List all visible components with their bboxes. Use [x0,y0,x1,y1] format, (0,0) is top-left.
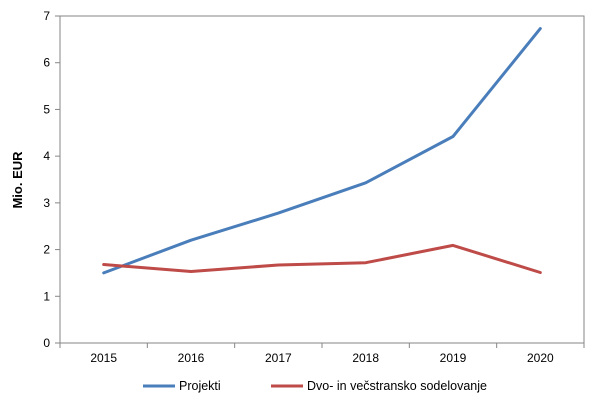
legend: Projekti Dvo- in večstransko sodelovanje [143,379,487,393]
y-tick-label: 0 [43,336,50,350]
y-axis-title: Mio. EUR [10,151,25,209]
legend-label-1: Projekti [179,379,221,393]
y-axis: 0 1 2 3 4 5 6 7 [43,9,60,350]
y-tick-label: 1 [43,289,50,303]
x-tick-label: 2016 [178,351,205,365]
x-tick-label: 2017 [265,351,292,365]
y-tick-label: 3 [43,196,50,210]
x-axis: 2015 2016 2017 2018 2019 2020 [59,343,585,365]
plot-area [59,15,585,344]
x-tick-label: 2015 [90,351,117,365]
series-line-2 [102,243,542,274]
series-lines [102,27,542,275]
y-tick-label: 6 [43,56,50,70]
x-tick-label: 2019 [440,351,467,365]
y-tick-label: 2 [43,243,50,257]
legend-label-2: Dvo- in večstransko sodelovanje [307,379,487,393]
y-tick-label: 4 [43,149,50,163]
x-tick-label: 2018 [352,351,379,365]
x-tick-label: 2020 [527,351,554,365]
y-tick-label: 5 [43,102,50,116]
y-tick-label: 7 [43,9,50,23]
series-line-1 [102,27,542,275]
